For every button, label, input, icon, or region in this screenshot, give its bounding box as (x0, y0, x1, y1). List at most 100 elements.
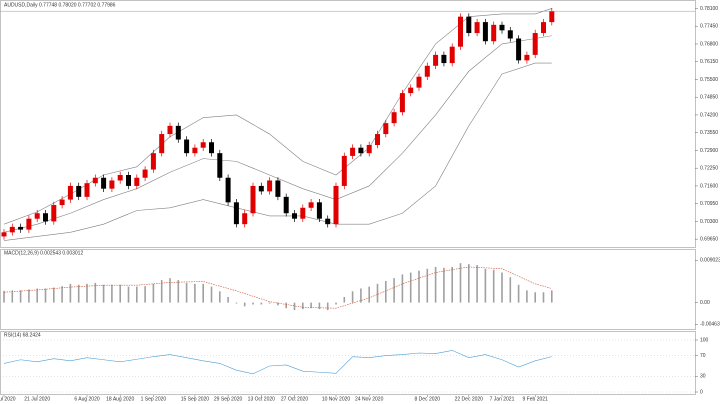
candle-body (26, 218, 32, 230)
macd-bar (351, 291, 354, 303)
candle-body (366, 144, 372, 154)
macd-bar (293, 302, 296, 311)
x-tick-label: 7 Jan 2021 (490, 396, 515, 402)
x-tick-label: 22 Dec 2020 (455, 396, 484, 402)
candle-body (167, 125, 173, 135)
candle-body (217, 153, 223, 178)
candle-body (333, 185, 339, 225)
y-tick-label: 100 (700, 337, 709, 343)
macd-bar (401, 274, 404, 303)
candle-body (233, 202, 239, 225)
macd-bar (210, 286, 213, 303)
macd-bar (468, 264, 470, 303)
candle-body (449, 46, 455, 64)
candle-body (59, 199, 65, 206)
y-tick-label: 0.72250 (700, 166, 718, 172)
macd-bar (44, 288, 47, 303)
x-tick-label: 13 Oct 2020 (248, 396, 275, 402)
macd-bar (3, 290, 5, 303)
candle-body (391, 112, 397, 124)
candle-body (92, 177, 98, 184)
macd-bar (277, 302, 279, 306)
macd-bar (434, 266, 437, 303)
x-tick-label: 8 Dec 2020 (415, 396, 441, 402)
candle-body (134, 177, 140, 186)
macd-bar (542, 292, 545, 303)
candle-body (258, 185, 264, 192)
macd-bar (376, 283, 379, 303)
candle-body (267, 180, 273, 192)
macd-bar (551, 290, 553, 303)
macd-bar (501, 272, 503, 303)
macd-bar (152, 283, 155, 303)
macd-bar (335, 302, 337, 305)
candle-body (117, 175, 123, 181)
y-tick-label: 0.76150 (700, 59, 718, 65)
macd-bar (19, 290, 22, 303)
candle-body (51, 205, 57, 222)
macd-bar (318, 302, 321, 310)
macd-bar (443, 267, 445, 303)
candle-body (250, 185, 256, 214)
macd-bar (534, 292, 536, 303)
macd-bar (360, 288, 362, 303)
macd-bar (476, 265, 478, 303)
x-tick-label: 29 Sep 2020 (214, 396, 243, 402)
candle-body (184, 139, 190, 154)
y-tick-label: 0 (700, 389, 703, 395)
macd-bar (509, 277, 512, 303)
macd-bar (235, 302, 238, 304)
y-tick-label: 0.69650 (700, 237, 718, 243)
candle-body (499, 24, 505, 31)
x-tick-label: 6 Aug 2020 (74, 396, 100, 402)
macd-bar (302, 302, 304, 310)
y-tick-label: 0.78100 (700, 6, 718, 12)
candle-body (549, 11, 555, 23)
y-tick-label: 0.76800 (700, 41, 718, 47)
candle-body (507, 30, 513, 39)
candle-body (541, 22, 546, 34)
candle-body (532, 33, 538, 55)
x-tick-label: 10 Nov 2020 (322, 396, 351, 402)
y-tick-label: 0.75500 (700, 77, 718, 83)
macd-bar (409, 272, 412, 303)
candle-body (308, 202, 314, 208)
candle-body (341, 155, 347, 186)
candle-body (316, 202, 322, 219)
macd-bar (426, 268, 429, 303)
candle-body (283, 196, 289, 214)
candle-body (84, 183, 90, 197)
candle-body (441, 54, 447, 64)
y-tick-label: 0.70300 (700, 219, 718, 225)
candle-body (458, 16, 463, 47)
y-tick-label: 0.72900 (700, 148, 718, 154)
candle-body (424, 65, 430, 77)
macd-bar (252, 302, 254, 305)
candle-body (491, 24, 497, 42)
macd-bar (202, 283, 204, 303)
candle-body (150, 153, 156, 170)
macd-bar (194, 283, 196, 303)
candle-body (18, 226, 24, 230)
x-tick-label: 2 Jul 2020 (0, 396, 16, 402)
candle-body (101, 177, 107, 189)
macd-bar (185, 282, 188, 303)
x-tick-label: 15 Sep 2020 (181, 396, 210, 402)
macd-bar (418, 270, 420, 303)
candle-body (474, 22, 480, 34)
macd-bar (144, 286, 146, 303)
candle-body (67, 185, 73, 200)
macd-bar (77, 284, 80, 303)
macd-bar (61, 286, 63, 303)
macd-bar (484, 268, 487, 303)
macd-bar (243, 302, 246, 307)
candle-body (350, 147, 356, 156)
macd-panel (0, 249, 696, 330)
x-tick-label: 21 Jul 2020 (24, 396, 50, 402)
candle-body (408, 87, 414, 94)
candle-body (516, 38, 522, 61)
x-tick-label: 18 Aug 2020 (106, 396, 134, 402)
macd-bar (368, 286, 370, 303)
macd-bar (69, 283, 72, 303)
macd-bar (326, 302, 329, 311)
